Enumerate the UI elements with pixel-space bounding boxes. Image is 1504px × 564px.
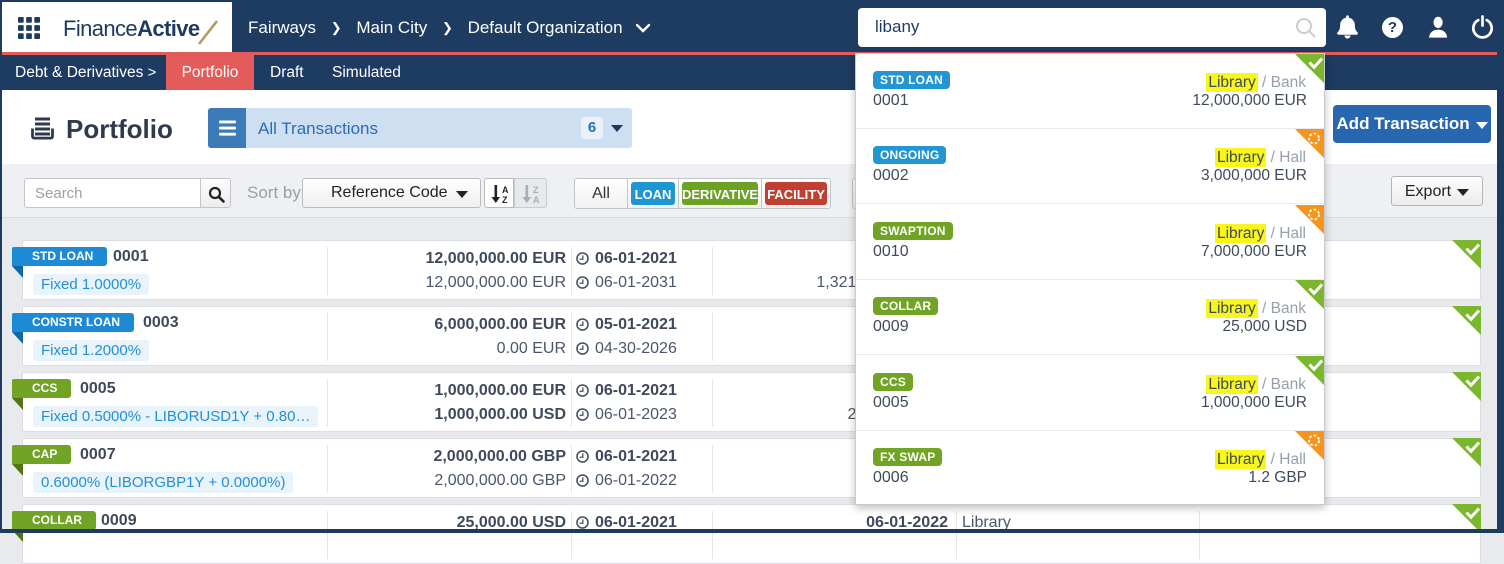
svg-text:A: A	[502, 185, 509, 195]
svg-text:Z: Z	[533, 185, 539, 195]
svg-text:A: A	[533, 195, 540, 204]
svg-text:Z: Z	[502, 195, 508, 204]
